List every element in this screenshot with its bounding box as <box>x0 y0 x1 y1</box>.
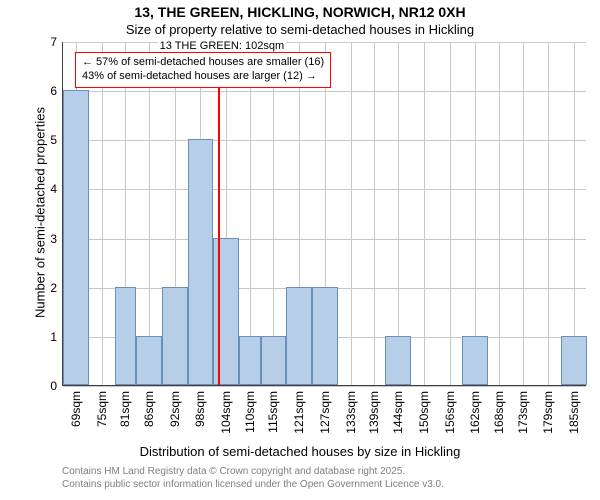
reference-line <box>218 42 220 385</box>
x-tick-label: 81sqm <box>118 391 132 427</box>
bar <box>162 287 188 385</box>
annotation-callout: ← 57% of semi-detached houses are smalle… <box>75 52 331 88</box>
bar <box>286 287 312 385</box>
annotation-line: ← 57% of semi-detached houses are smalle… <box>82 56 324 70</box>
chart-subtitle: Size of property relative to semi-detach… <box>0 22 600 37</box>
gridline-h <box>63 386 586 387</box>
x-tick-label: 144sqm <box>391 391 405 434</box>
chart-title: 13, THE GREEN, HICKLING, NORWICH, NR12 0… <box>0 4 600 20</box>
attribution-line1: Contains HM Land Registry data © Crown c… <box>62 466 444 479</box>
attribution-line2: Contains public sector information licen… <box>62 479 444 492</box>
gridline-v <box>398 42 399 385</box>
x-tick-label: 162sqm <box>468 391 482 434</box>
bar <box>239 336 260 385</box>
x-axis-label: Distribution of semi-detached houses by … <box>0 444 600 459</box>
chart-plot-area: 0123456769sqm75sqm81sqm86sqm92sqm98sqm10… <box>62 42 586 386</box>
bar <box>188 139 214 385</box>
reference-label: 13 THE GREEN: 102sqm <box>158 40 287 52</box>
y-tick-label: 0 <box>50 379 57 393</box>
x-tick-label: 98sqm <box>193 391 207 427</box>
x-tick-label: 69sqm <box>69 391 83 427</box>
attribution: Contains HM Land Registry data © Crown c… <box>62 466 444 491</box>
gridline-v <box>273 42 274 385</box>
bar <box>312 287 338 385</box>
gridline-v <box>475 42 476 385</box>
x-tick-label: 185sqm <box>567 391 581 434</box>
x-tick-label: 104sqm <box>219 391 233 434</box>
gridline-v <box>548 42 549 385</box>
gridline-v <box>250 42 251 385</box>
x-tick-label: 179sqm <box>541 391 555 434</box>
bar <box>561 336 587 385</box>
x-tick-label: 86sqm <box>142 391 156 427</box>
x-tick-label: 156sqm <box>443 391 457 434</box>
bar <box>115 287 136 385</box>
y-axis-label: Number of semi-detached properties <box>33 83 48 343</box>
y-tick-label: 3 <box>50 232 57 246</box>
x-tick-label: 75sqm <box>95 391 109 427</box>
bar <box>385 336 411 385</box>
y-tick-label: 6 <box>50 84 57 98</box>
gridline-v <box>374 42 375 385</box>
bar <box>462 336 488 385</box>
bar <box>261 336 287 385</box>
gridline-v <box>102 42 103 385</box>
x-tick-label: 92sqm <box>168 391 182 427</box>
y-tick-label: 7 <box>50 35 57 49</box>
gridline-v <box>523 42 524 385</box>
y-tick-label: 1 <box>50 330 57 344</box>
bar <box>63 90 89 385</box>
gridline-v <box>499 42 500 385</box>
gridline-v <box>149 42 150 385</box>
annotation-line: 43% of semi-detached houses are larger (… <box>82 70 324 84</box>
y-tick-label: 5 <box>50 133 57 147</box>
x-tick-label: 173sqm <box>516 391 530 434</box>
y-tick-label: 4 <box>50 182 57 196</box>
x-tick-label: 110sqm <box>243 391 257 433</box>
bar <box>136 336 162 385</box>
x-tick-label: 150sqm <box>417 391 431 434</box>
gridline-v <box>450 42 451 385</box>
x-tick-label: 139sqm <box>367 391 381 434</box>
x-tick-label: 168sqm <box>492 391 506 434</box>
gridline-v <box>424 42 425 385</box>
x-tick-label: 115sqm <box>266 391 280 433</box>
gridline-v <box>351 42 352 385</box>
x-tick-label: 121sqm <box>292 391 306 434</box>
y-tick-label: 2 <box>50 281 57 295</box>
x-tick-label: 127sqm <box>318 391 332 434</box>
gridline-v <box>574 42 575 385</box>
x-tick-label: 133sqm <box>344 391 358 434</box>
